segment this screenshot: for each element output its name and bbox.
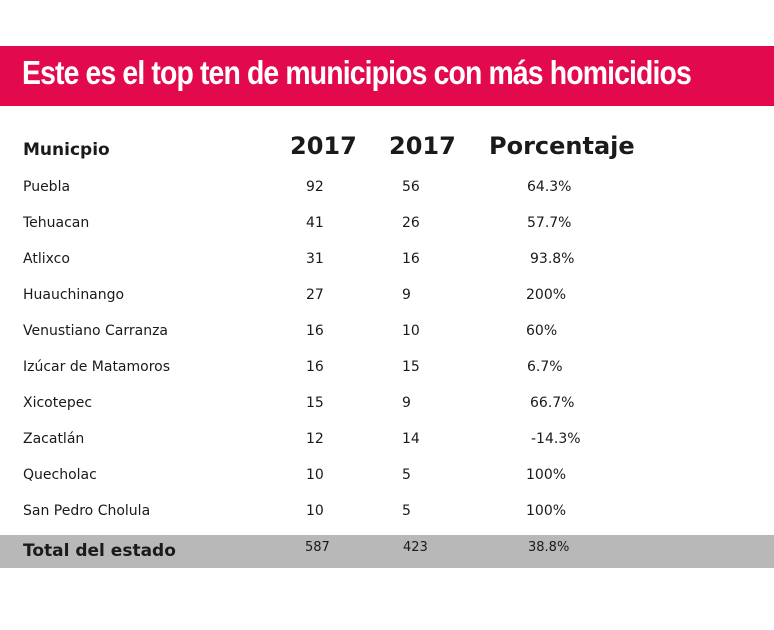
header-porcentaje: Porcentaje	[489, 132, 635, 160]
value-b-cell: 15	[402, 359, 420, 375]
value-a-cell: 92	[306, 179, 324, 195]
percentage-cell: 200%	[526, 287, 567, 303]
value-b-cell: 26	[402, 215, 420, 231]
value-a-cell: 16	[306, 359, 324, 375]
header-year-b: 2017	[389, 132, 456, 160]
percentage-cell: 100%	[526, 503, 567, 519]
value-a-cell: 16	[306, 323, 324, 339]
value-b-cell: 56	[402, 179, 420, 195]
value-b-cell: 9	[402, 287, 411, 303]
value-a-cell: 27	[306, 287, 324, 303]
header-year-a: 2017	[290, 132, 357, 160]
municipio-cell: Quecholac	[23, 467, 97, 483]
municipio-cell: Atlixco	[23, 251, 70, 267]
percentage-cell: 60%	[526, 323, 558, 339]
total-value-a: 587	[305, 540, 330, 555]
value-b-cell: 5	[402, 467, 411, 483]
page-title: Este es el top ten de municipios con más…	[22, 54, 692, 91]
total-percentage: 38.8%	[528, 540, 570, 555]
value-a-cell: 41	[306, 215, 324, 231]
total-row	[0, 535, 774, 568]
municipio-cell: Venustiano Carranza	[23, 323, 168, 339]
municipio-cell: Tehuacan	[23, 215, 90, 231]
value-a-cell: 10	[306, 503, 324, 519]
value-a-cell: 15	[306, 395, 324, 411]
value-a-cell: 31	[306, 251, 324, 267]
total-value-b: 423	[403, 540, 428, 555]
percentage-cell: 93.8%	[530, 251, 575, 267]
value-b-cell: 5	[402, 503, 411, 519]
municipio-cell: Puebla	[23, 179, 71, 195]
title-bar: Este es el top ten de municipios con más…	[0, 46, 774, 106]
header-municipio: Municpio	[23, 140, 110, 160]
municipio-cell: Huauchinango	[23, 287, 125, 303]
percentage-cell: 57.7%	[527, 215, 572, 231]
percentage-cell: 100%	[526, 467, 567, 483]
municipio-cell: San Pedro Cholula	[23, 503, 151, 519]
total-label: Total del estado	[23, 541, 176, 561]
value-b-cell: 16	[402, 251, 420, 267]
percentage-cell: -14.3%	[531, 431, 581, 447]
percentage-cell: 64.3%	[527, 179, 572, 195]
municipio-cell: Zacatlán	[23, 431, 85, 447]
percentage-cell: 66.7%	[530, 395, 575, 411]
percentage-cell: 6.7%	[527, 359, 563, 375]
value-b-cell: 14	[402, 431, 420, 447]
value-b-cell: 9	[402, 395, 411, 411]
value-a-cell: 10	[306, 467, 324, 483]
municipio-cell: Xicotepec	[23, 395, 93, 411]
municipio-cell: Izúcar de Matamoros	[23, 359, 171, 375]
value-a-cell: 12	[306, 431, 324, 447]
value-b-cell: 10	[402, 323, 420, 339]
